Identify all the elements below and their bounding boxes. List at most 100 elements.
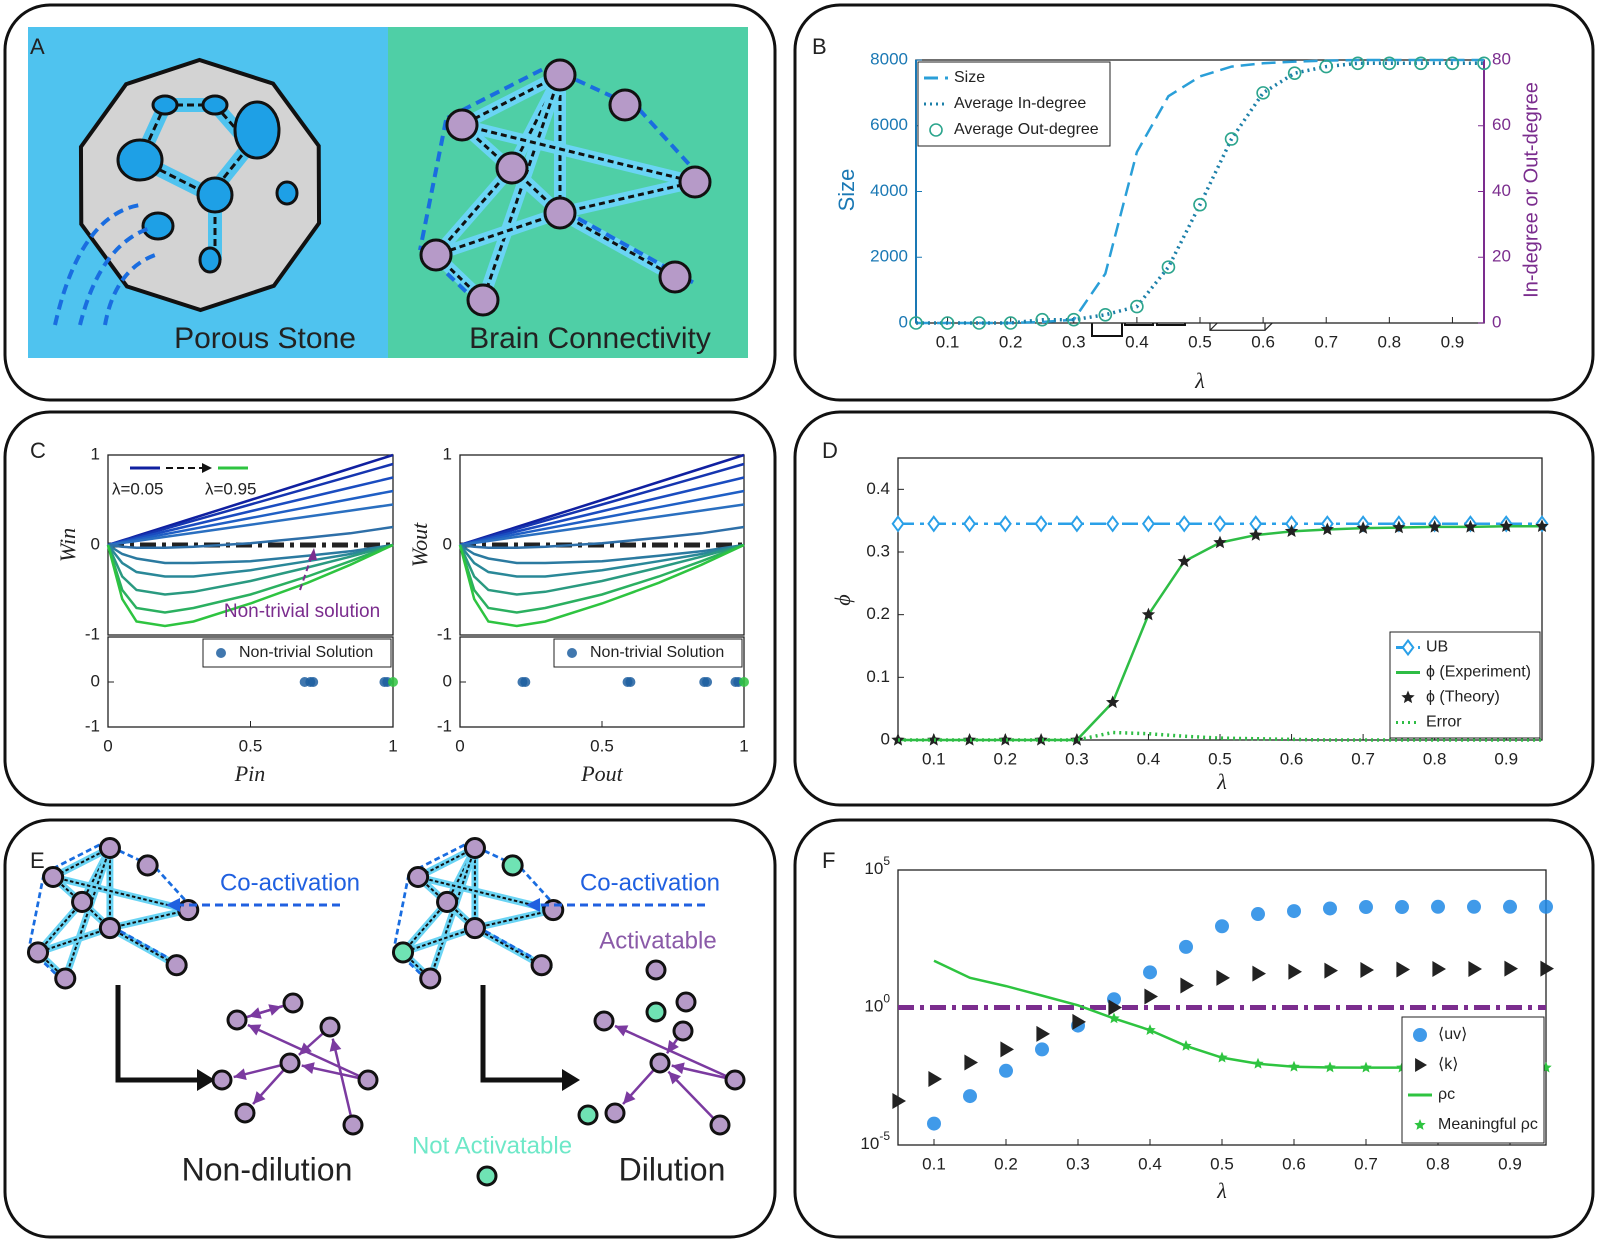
marker [1320, 522, 1334, 536]
pore [275, 180, 299, 206]
diagrams [26, 57, 1392, 1187]
marker [1468, 961, 1482, 978]
marker [1287, 904, 1301, 919]
marker [972, 316, 986, 330]
legend-label: ϕ (Experiment) [1426, 664, 1531, 681]
legend-label: Meaningful ρc [1438, 1116, 1538, 1133]
panel-label: E [30, 848, 45, 873]
annotation-arrow [299, 554, 313, 591]
marker [1141, 607, 1156, 621]
node [342, 1114, 364, 1136]
tick-label: 0.2 [994, 749, 1018, 768]
marker [1177, 554, 1191, 568]
marker [1106, 695, 1120, 709]
marker [1108, 1012, 1120, 1024]
tick-label: 0.3 [1066, 1154, 1090, 1173]
marker [1066, 312, 1081, 327]
marker [1193, 197, 1207, 212]
marker [1395, 900, 1409, 915]
tick-label: 0.3 [1065, 749, 1089, 768]
series-line [459, 525, 745, 549]
marker [1415, 1058, 1427, 1072]
node [234, 1102, 256, 1124]
marker [1130, 299, 1144, 314]
marker [929, 123, 943, 137]
node [530, 954, 553, 977]
node [357, 1069, 379, 1091]
marker [1401, 638, 1415, 657]
node [658, 260, 692, 294]
node [608, 88, 642, 122]
arrow-head [308, 548, 317, 560]
tick-label: -1 [437, 716, 452, 735]
arrow-head [197, 1069, 215, 1091]
legend-label: Average In-degree [954, 95, 1086, 112]
flow-arrow [483, 849, 523, 870]
marker [1319, 59, 1334, 74]
pore [198, 246, 222, 274]
tick-label: 0.1 [936, 332, 960, 351]
edge [37, 927, 111, 954]
tick-label: 0.7 [1354, 1154, 1378, 1173]
node [476, 1165, 498, 1187]
tick-label: 0.5 [1208, 749, 1232, 768]
series-line [106, 543, 394, 628]
marker [1252, 965, 1266, 982]
arrow-head [526, 898, 540, 912]
arrow-head [668, 1071, 682, 1085]
node [71, 890, 94, 913]
tick-label: 100 [864, 992, 890, 1016]
marker [928, 1071, 942, 1088]
legend-label: ϕ (Theory) [1426, 689, 1500, 706]
tick-label: 0.2 [999, 332, 1023, 351]
x-axis-label: λ [1194, 368, 1205, 393]
marker [1392, 520, 1406, 534]
marker [1106, 515, 1120, 533]
legend-label: ⟨uv⟩ [1438, 1026, 1467, 1043]
marker [1070, 733, 1084, 746]
node [543, 58, 577, 92]
y-axis-label: Win [55, 528, 80, 562]
tick-label: 0.5 [590, 736, 614, 755]
marker [1414, 56, 1428, 71]
node [495, 151, 529, 185]
tick-label: 0.5 [1210, 1154, 1234, 1173]
marker [1503, 899, 1517, 914]
tick-label: -1 [85, 716, 100, 735]
marker [1467, 899, 1481, 914]
node [675, 991, 697, 1013]
tick-label: 0 [103, 736, 112, 755]
legend-label: Error [1426, 714, 1462, 731]
tick-label: 0.6 [1251, 332, 1275, 351]
arrow-head [253, 1091, 266, 1105]
node [463, 917, 486, 940]
marker [1224, 132, 1239, 146]
tick-label: 2000 [870, 247, 908, 266]
marker [963, 515, 977, 533]
diagram-label: Brain Connectivity [469, 322, 711, 355]
tick-label: 0.4 [1125, 332, 1149, 351]
marker [1034, 515, 1048, 533]
series-line [107, 503, 394, 547]
tick-label: -1 [85, 624, 100, 643]
marker [1288, 1060, 1300, 1072]
tick-label: 8000 [870, 49, 908, 68]
arrow-head [667, 1040, 679, 1054]
marker [1432, 961, 1446, 978]
series-line [107, 525, 394, 549]
node [593, 1010, 615, 1032]
tick-label: 0 [91, 671, 100, 690]
node [391, 941, 415, 964]
tick-label: 1 [739, 736, 748, 755]
marker [1215, 919, 1229, 934]
arrow-head [562, 1069, 580, 1091]
tick-label: 0.7 [1314, 332, 1338, 351]
panel-frame [3, 818, 777, 1239]
marker [1535, 519, 1549, 532]
x-axis-label: Pin [234, 761, 266, 786]
node [445, 108, 479, 142]
node [577, 1104, 599, 1126]
marker [1382, 56, 1397, 71]
flow-arrow [78, 226, 151, 326]
